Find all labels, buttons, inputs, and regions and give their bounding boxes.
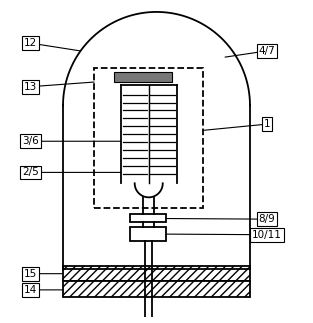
Bar <box>130 214 166 222</box>
Bar <box>63 281 250 297</box>
Text: 15: 15 <box>24 269 37 279</box>
Text: 13: 13 <box>24 82 37 92</box>
Text: 8/9: 8/9 <box>259 214 275 224</box>
Text: 4/7: 4/7 <box>259 46 275 56</box>
Bar <box>115 72 172 82</box>
Text: 3/6: 3/6 <box>22 136 39 146</box>
Text: 2/5: 2/5 <box>22 167 39 177</box>
Bar <box>63 266 250 281</box>
Text: 14: 14 <box>24 285 37 295</box>
Text: 12: 12 <box>24 38 37 48</box>
Bar <box>94 68 203 208</box>
Text: 10/11: 10/11 <box>252 230 282 240</box>
Bar <box>130 227 166 241</box>
Text: 1: 1 <box>264 119 270 129</box>
